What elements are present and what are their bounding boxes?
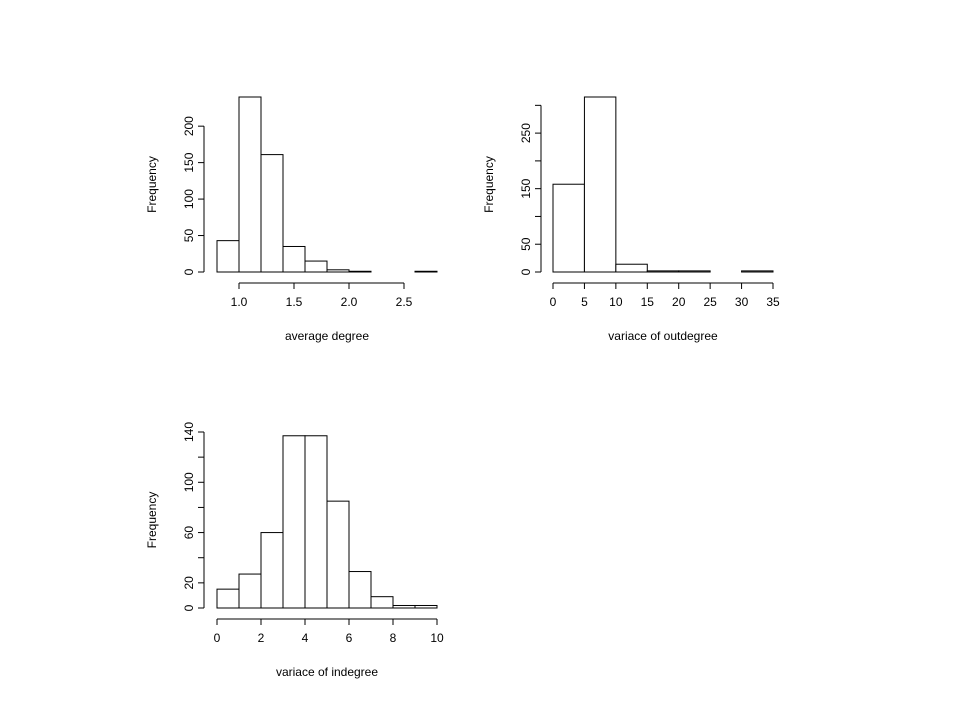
histogram-bar xyxy=(741,270,774,273)
histogram-bar xyxy=(304,435,328,609)
histogram-bar xyxy=(238,96,262,273)
y-axis-label: Frequency xyxy=(145,492,159,549)
histogram-bar xyxy=(216,588,240,609)
histogram-bar xyxy=(583,96,617,273)
y-tick-label: 0 xyxy=(519,268,533,275)
y-tick-label: 140 xyxy=(182,422,196,442)
x-tick-label: 8 xyxy=(390,631,397,645)
x-tick-label: 0 xyxy=(550,295,557,309)
histogram-bar xyxy=(552,183,585,273)
x-tick-label: 20 xyxy=(672,295,686,309)
x-tick-label: 1.5 xyxy=(286,295,303,309)
histogram-bar xyxy=(282,435,306,609)
histogram-bar xyxy=(326,269,350,273)
histogram-bar xyxy=(678,270,711,273)
histogram-bar xyxy=(615,263,648,273)
y-tick-label: 60 xyxy=(182,526,196,540)
histogram-panel-3: 0 20 60 100 140 0 2 4 6 8 10 variace of indegree Fre… xyxy=(145,422,444,679)
histogram-bar xyxy=(282,245,306,273)
x-tick-label: 6 xyxy=(346,631,353,645)
x-tick-label: 5 xyxy=(581,295,588,309)
histogram-bar xyxy=(414,604,438,609)
histogram-bar xyxy=(414,270,438,273)
histogram-bar xyxy=(216,240,240,273)
x-tick-label: 10 xyxy=(609,295,623,309)
y-tick-label: 200 xyxy=(182,116,196,136)
y-axis-label: Frequency xyxy=(482,156,496,213)
x-tick-label: 0 xyxy=(214,631,221,645)
x-axis-label: variace of outdegree xyxy=(608,329,718,343)
y-tick-label: 20 xyxy=(182,576,196,590)
y-tick-label: 250 xyxy=(519,123,533,143)
histogram-bar xyxy=(260,154,284,273)
histogram-panel-1: 0 50 100 150 200 1.0 1.5 2.0 2.5 average degree Fr… xyxy=(145,96,438,343)
histogram-bar xyxy=(392,604,416,609)
y-tick-label: 50 xyxy=(182,229,196,243)
x-tick-label: 2.0 xyxy=(341,295,358,309)
y-axis-label: Frequency xyxy=(145,156,159,213)
x-tick-label: 2.5 xyxy=(396,295,413,309)
y-tick-label: 0 xyxy=(182,604,196,611)
histogram-bar xyxy=(304,260,328,273)
histogram-bar xyxy=(326,500,350,609)
x-tick-label: 10 xyxy=(430,631,444,645)
y-tick-label: 50 xyxy=(519,237,533,251)
x-axis-label: average degree xyxy=(285,329,369,343)
histogram-bar xyxy=(370,596,394,609)
histogram-bar xyxy=(238,573,262,609)
x-tick-label: 25 xyxy=(703,295,717,309)
x-tick-label: 35 xyxy=(766,295,780,309)
x-tick-label: 15 xyxy=(641,295,655,309)
x-tick-label: 2 xyxy=(258,631,265,645)
histogram-panel-2: 0 50 150 250 0 5 10 15 20 25 30 35 variace of outdeg… xyxy=(482,96,780,343)
histogram-bar xyxy=(260,532,284,609)
y-tick-label: 150 xyxy=(182,152,196,172)
x-axis-label: variace of indegree xyxy=(276,665,378,679)
y-tick-label: 100 xyxy=(182,189,196,209)
histogram-bar xyxy=(348,571,372,609)
x-tick-label: 4 xyxy=(302,631,309,645)
histogram-bar xyxy=(646,270,680,273)
y-tick-label: 100 xyxy=(182,472,196,492)
y-tick-label: 0 xyxy=(182,268,196,275)
y-tick-label: 150 xyxy=(519,178,533,198)
x-tick-label: 30 xyxy=(735,295,749,309)
x-tick-label: 1.0 xyxy=(231,295,248,309)
histogram-bar xyxy=(348,270,372,273)
